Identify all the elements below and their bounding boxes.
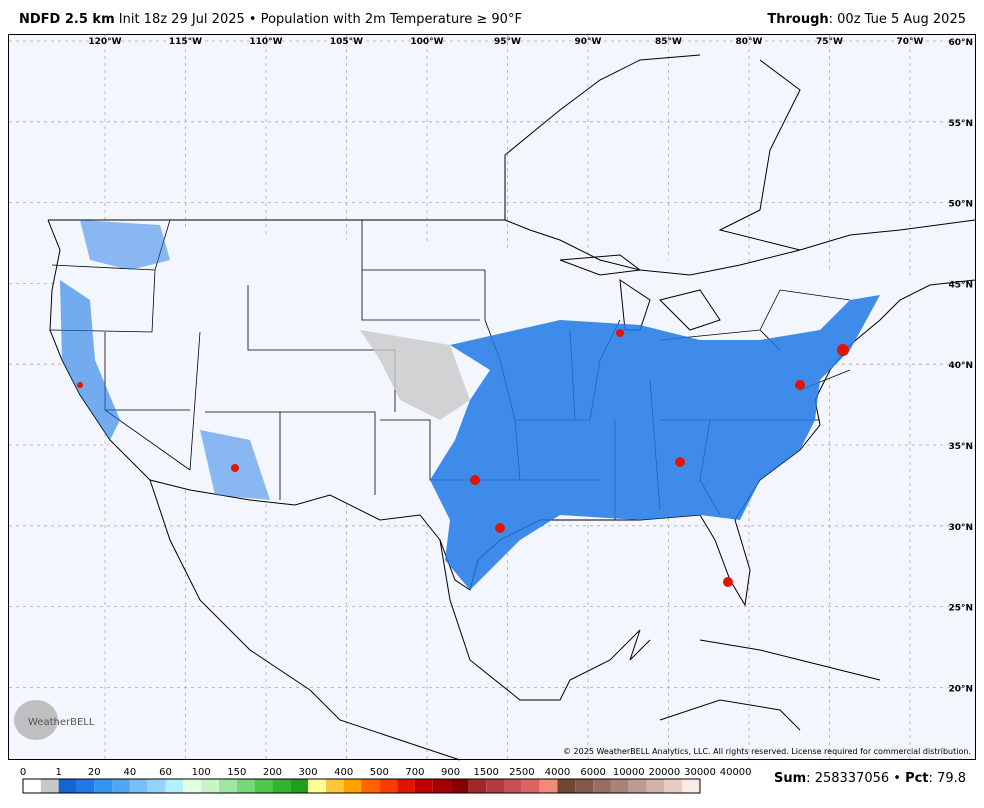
through-value: 00z Tue 5 Aug 2025: [837, 12, 966, 27]
colorbar-swatch: [575, 779, 594, 793]
lat-label: 60°N: [948, 38, 973, 48]
logo-text: WeatherBELL: [28, 717, 95, 728]
colorbar-swatch: [343, 779, 362, 793]
model: NDFD 2.5 km: [19, 12, 115, 27]
colorbar-swatch: [361, 779, 380, 793]
lat-label: 50°N: [948, 200, 973, 210]
colorbar-label: 200: [263, 767, 282, 778]
colorbar-swatch: [432, 779, 451, 793]
lon-label: 90°W: [575, 37, 602, 47]
colorbar-swatch: [147, 779, 166, 793]
colorbar-swatch: [539, 779, 558, 793]
colorbar-swatch: [664, 779, 683, 793]
colorbar-swatch: [379, 779, 398, 793]
lon-label: 80°W: [736, 37, 763, 47]
colorbar-label: 20: [88, 767, 101, 778]
lat-label: 40°N: [948, 361, 973, 371]
colorbar-label: 700: [405, 767, 424, 778]
colorbar-swatch: [504, 779, 522, 793]
description: Init 18z 29 Jul 2025 • Population with 2…: [118, 12, 522, 27]
lat-label: 45°N: [948, 280, 973, 290]
lon-label: 110°W: [249, 37, 282, 47]
colorbar-label: 60: [159, 767, 172, 778]
colorbar-label: 900: [441, 767, 460, 778]
colorbar-label: 500: [370, 767, 389, 778]
pct: 79.8: [937, 771, 966, 786]
lon-label: 95°W: [494, 37, 521, 47]
population-shading: [60, 220, 880, 590]
colorbar-swatch: [414, 779, 433, 793]
colorbar-label: 40: [124, 767, 137, 778]
colorbar-swatch: [165, 779, 184, 793]
colorbar: 0 1 20 40 60 100 150 200 300 400 500 700 900 1500 2500…: [20, 767, 752, 794]
colorbar-swatch: [129, 779, 148, 793]
colorbar-label: 30000: [684, 767, 716, 778]
logo: WeatherBELL: [14, 700, 95, 740]
title: NDFD 2.5 km Init 18z 29 Jul 2025 • Popul…: [19, 12, 522, 27]
colorbar-swatch: [201, 779, 219, 793]
footer: Sum 258337056 Pct 79.8: [774, 771, 966, 786]
colorbar-swatch: [486, 779, 505, 793]
colorbar-swatch: [325, 779, 344, 793]
colorbar-swatch: [254, 779, 273, 793]
colorbar-swatch: [58, 779, 77, 793]
lat-label: 30°N: [948, 523, 973, 533]
colorbar-label: 6000: [580, 767, 605, 778]
lon-label: 115°W: [169, 37, 202, 47]
colorbar-label: 40000: [720, 767, 752, 778]
colorbar-swatch: [272, 779, 291, 793]
colorbar-swatch: [290, 779, 309, 793]
lon-label: 70°W: [897, 37, 924, 47]
sum-label: Sum: [774, 771, 807, 786]
colorbar-swatch: [593, 779, 611, 793]
colorbar-swatch: [397, 779, 415, 793]
colorbar-swatch: [218, 779, 237, 793]
colorbar-label: 400: [334, 767, 353, 778]
colorbar-swatch: [76, 779, 95, 793]
colorbar-swatch: [40, 779, 59, 793]
colorbar-swatch: [610, 779, 629, 793]
colorbar-swatch: [23, 779, 41, 793]
colorbar-swatch: [557, 779, 576, 793]
colorbar-swatch: [236, 779, 255, 793]
colorbar-frame: [22, 778, 701, 794]
copyright: © 2025 WeatherBELL Analytics, LLC. All r…: [563, 747, 971, 756]
colorbar-swatch: [682, 779, 700, 793]
colorbar-label: 20000: [648, 767, 680, 778]
lon-label: 85°W: [655, 37, 682, 47]
colorbar-swatch: [628, 779, 647, 793]
sum: 258337056: [814, 771, 890, 786]
colorbar-swatch: [308, 779, 326, 793]
lat-label: 35°N: [948, 442, 973, 452]
lon-label: 120°W: [88, 37, 121, 47]
lat-label: 20°N: [948, 684, 973, 694]
lon-label: 75°W: [816, 37, 843, 47]
lat-label: 55°N: [948, 119, 973, 129]
through-label: Through: [767, 12, 829, 27]
through: Through 00z Tue 5 Aug 2025: [767, 12, 966, 27]
colorbar-label: 300: [299, 767, 318, 778]
lat-label: 25°N: [948, 604, 973, 614]
colorbar-label: 100: [192, 767, 211, 778]
pct-label: Pct: [905, 771, 929, 786]
colorbar-swatch: [450, 779, 469, 793]
lon-label: 105°W: [330, 37, 363, 47]
colorbar-label: 10000: [613, 767, 645, 778]
colorbar-label: 150: [227, 767, 246, 778]
colorbar-swatch: [94, 779, 113, 793]
colorbar-swatch: [183, 779, 202, 793]
colorbar-swatch: [468, 779, 487, 793]
colorbar-label: 1: [55, 767, 61, 778]
lon-label: 100°W: [410, 37, 443, 47]
colorbar-swatch: [521, 779, 540, 793]
colorbar-swatch: [112, 779, 130, 793]
colorbar-swatch: [646, 779, 665, 793]
colorbar-label: 2500: [509, 767, 534, 778]
colorbar-label: 0: [20, 767, 26, 778]
colorbar-label: 1500: [473, 767, 498, 778]
colorbar-label: 4000: [545, 767, 570, 778]
